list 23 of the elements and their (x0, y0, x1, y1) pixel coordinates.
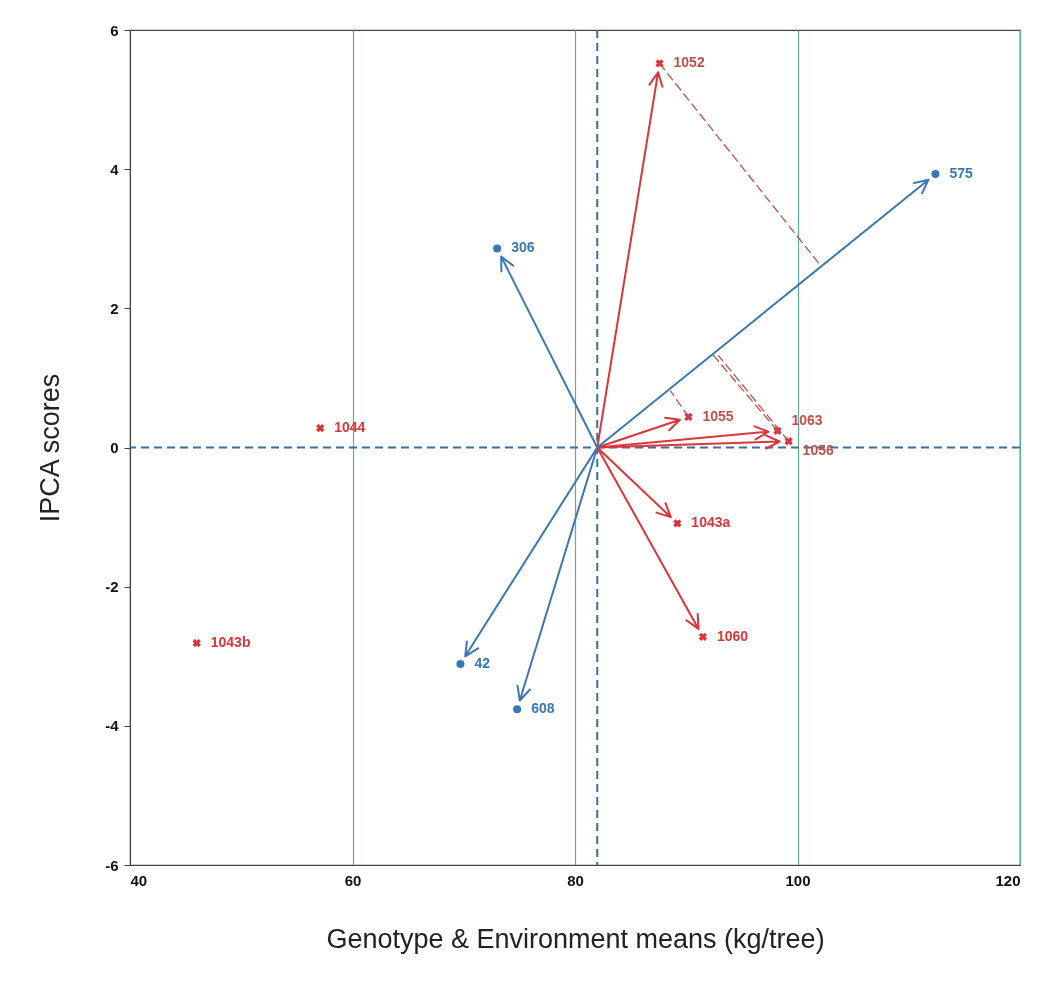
y-tick-label: 6 (110, 21, 119, 39)
x-tick-label: 40 (130, 871, 148, 889)
annotation: 1060 (716, 627, 749, 644)
y-tick-label: -6 (105, 856, 119, 874)
annotation: 575 (949, 165, 974, 182)
annotation: 608 (531, 700, 555, 717)
x-axis-title: Genotype & Environment means (kg/tree) (326, 923, 825, 954)
x-tick-label: 120 (995, 871, 1021, 889)
y-tick-label: 2 (110, 299, 119, 317)
x-tick-label: 60 (344, 871, 362, 889)
y-tick-label: 4 (110, 160, 120, 178)
y-tick-label: -2 (105, 578, 119, 596)
annotation: 306 (511, 239, 535, 256)
annotation: 1043a (691, 514, 731, 531)
x-tick-label: 80 (567, 871, 584, 889)
x-tick-label: 100 (785, 871, 811, 889)
annotation: 42 (474, 654, 491, 671)
annotation: 1055 (702, 407, 734, 424)
y-axis-title: IPCA scores (35, 373, 66, 523)
annotation: 1052 (673, 54, 705, 71)
annotation: 1043b (210, 634, 251, 651)
y-tick-label: 0 (110, 439, 119, 456)
y-tick-label: -4 (105, 717, 120, 735)
